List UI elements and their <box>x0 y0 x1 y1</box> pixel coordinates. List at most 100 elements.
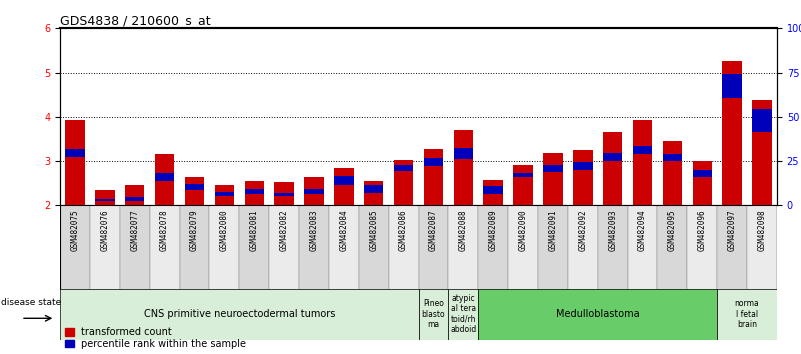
Text: CNS primitive neuroectodermal tumors: CNS primitive neuroectodermal tumors <box>143 309 335 319</box>
Bar <box>334 168 353 205</box>
Bar <box>513 166 533 205</box>
Text: atypic
al tera
toid/rh
abdoid: atypic al tera toid/rh abdoid <box>450 294 477 334</box>
Bar <box>658 205 687 290</box>
Text: GSM482098: GSM482098 <box>758 210 767 251</box>
Bar <box>394 165 413 171</box>
Bar <box>543 153 562 205</box>
Text: GSM482090: GSM482090 <box>518 210 528 251</box>
Bar <box>215 185 234 205</box>
Text: GSM482094: GSM482094 <box>638 210 647 251</box>
Bar <box>449 289 478 340</box>
Text: GSM482082: GSM482082 <box>280 210 288 251</box>
Bar <box>693 161 712 205</box>
Text: Medulloblastoma: Medulloblastoma <box>556 309 639 319</box>
Bar <box>179 205 209 290</box>
Text: GSM482097: GSM482097 <box>727 210 737 251</box>
Bar <box>633 146 652 154</box>
Bar <box>239 205 269 290</box>
Text: GSM482084: GSM482084 <box>340 210 348 251</box>
Bar <box>662 154 682 161</box>
Text: GSM482091: GSM482091 <box>549 210 557 251</box>
Bar <box>364 185 384 193</box>
Bar <box>573 150 593 205</box>
Bar <box>209 205 239 290</box>
Bar <box>394 160 413 205</box>
Text: GSM482096: GSM482096 <box>698 210 706 251</box>
Bar <box>628 205 658 290</box>
Bar <box>125 185 144 205</box>
Bar <box>478 289 717 340</box>
Bar <box>155 173 175 181</box>
Text: GSM482085: GSM482085 <box>369 210 378 251</box>
Bar <box>66 149 85 156</box>
Text: GSM482095: GSM482095 <box>668 210 677 251</box>
Text: disease state: disease state <box>2 298 62 307</box>
Bar <box>687 205 717 290</box>
Bar <box>513 173 533 177</box>
Text: GSM482077: GSM482077 <box>131 210 139 251</box>
Text: GSM482080: GSM482080 <box>219 210 229 251</box>
Bar <box>603 132 622 205</box>
Bar <box>453 148 473 159</box>
Bar <box>95 190 115 205</box>
Bar <box>418 205 449 290</box>
Text: GSM482088: GSM482088 <box>459 210 468 251</box>
Bar <box>424 158 443 166</box>
Bar <box>752 100 771 205</box>
Text: GSM482079: GSM482079 <box>190 210 199 251</box>
Bar <box>388 205 418 290</box>
Text: GSM482086: GSM482086 <box>399 210 408 251</box>
Bar <box>633 120 652 205</box>
Text: GSM482087: GSM482087 <box>429 210 438 251</box>
Text: GSM482075: GSM482075 <box>70 210 79 251</box>
Bar <box>449 205 478 290</box>
Bar <box>150 205 179 290</box>
Bar <box>269 205 299 290</box>
Bar <box>120 205 150 290</box>
Bar <box>95 199 115 201</box>
Bar <box>66 120 85 205</box>
Text: GSM482081: GSM482081 <box>250 210 259 251</box>
Text: GSM482078: GSM482078 <box>160 210 169 251</box>
Bar <box>304 177 324 205</box>
Bar <box>543 165 562 172</box>
Bar <box>538 205 568 290</box>
Bar <box>568 205 598 290</box>
Bar <box>723 61 742 205</box>
Text: norma
l fetal
brain: norma l fetal brain <box>735 299 759 329</box>
Bar <box>359 205 388 290</box>
Text: GSM482083: GSM482083 <box>309 210 319 251</box>
Bar <box>155 154 175 205</box>
Bar <box>508 205 538 290</box>
Bar <box>598 205 628 290</box>
Bar <box>424 149 443 205</box>
Text: GSM482076: GSM482076 <box>100 210 110 251</box>
Bar <box>215 192 234 196</box>
Text: GSM482093: GSM482093 <box>608 210 618 251</box>
Bar <box>334 176 353 185</box>
Bar <box>90 205 120 290</box>
Bar <box>484 186 503 194</box>
Bar <box>573 162 593 170</box>
Bar <box>185 184 204 190</box>
Text: GSM482089: GSM482089 <box>489 210 497 251</box>
Text: GSM482092: GSM482092 <box>578 210 587 251</box>
Bar <box>275 182 294 205</box>
Bar <box>244 188 264 194</box>
Bar <box>723 74 742 98</box>
Bar <box>717 205 747 290</box>
Bar <box>275 193 294 196</box>
Bar <box>60 205 90 290</box>
Bar <box>185 177 204 205</box>
Bar <box>304 189 324 194</box>
Bar <box>717 289 777 340</box>
Bar <box>125 198 144 201</box>
Bar <box>364 181 384 205</box>
Legend: transformed count, percentile rank within the sample: transformed count, percentile rank withi… <box>65 327 247 349</box>
Text: GDS4838 / 210600_s_at: GDS4838 / 210600_s_at <box>60 14 211 27</box>
Bar <box>60 289 418 340</box>
Bar <box>453 130 473 205</box>
Bar <box>662 141 682 205</box>
Bar <box>603 153 622 161</box>
Bar <box>752 109 771 132</box>
